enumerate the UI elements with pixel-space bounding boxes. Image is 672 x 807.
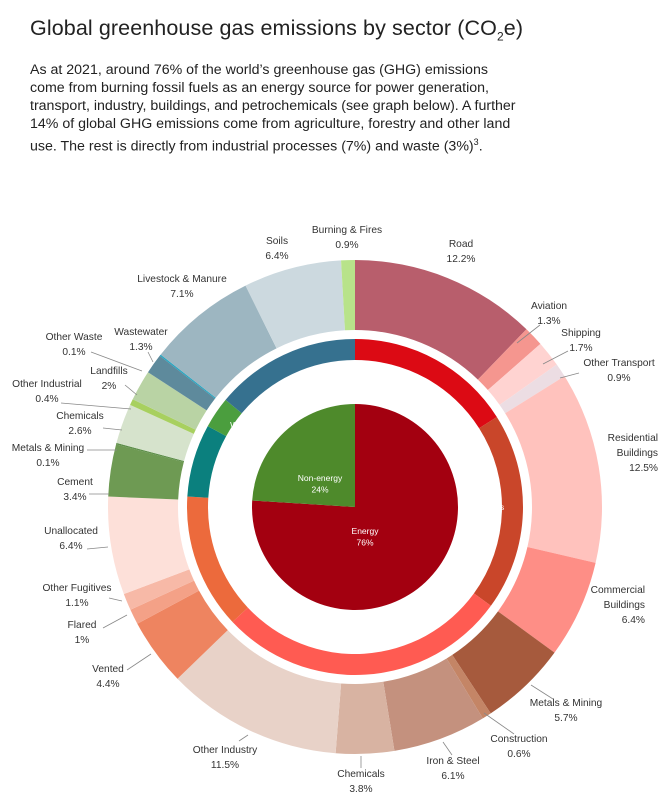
outer-slice-construction-7 xyxy=(446,654,491,719)
outer-ring xyxy=(108,260,603,755)
leader-unallocated-14 xyxy=(86,546,109,550)
leader-vented-11 xyxy=(126,653,152,671)
middle-slice-other-energy-3 xyxy=(187,496,248,623)
outer-label-chemicals-17: Chemicals 2.6% xyxy=(56,411,104,437)
middle-label-other-energy: Other Energy 13% xyxy=(220,534,248,567)
outer-slice-chemicals-9 xyxy=(335,681,395,755)
outer-label-cement-15: Cement 3.4% xyxy=(57,477,93,503)
outer-label-other-fugitives-13: Other Fugitives 1.1% xyxy=(42,583,111,609)
outer-label-iron-and-steel-8: Iron & Steel 6.1% xyxy=(426,756,479,782)
leader-other-industry-10 xyxy=(238,734,249,742)
outer-label-livestock-and-manure-22: Livestock & Manure 7.1% xyxy=(137,274,227,300)
outer-slice-other-industrial-18 xyxy=(130,399,196,434)
outer-label-unallocated-14: Unallocated 6.4% xyxy=(44,526,98,552)
outer-label-vented-11: Vented 4.4% xyxy=(92,664,124,690)
outer-slice-residential-buildings-4 xyxy=(505,376,603,563)
outer-slice-vented-11 xyxy=(137,590,228,679)
middle-label-transport: Transport 16% xyxy=(404,386,441,408)
leader-other-fugitives-13 xyxy=(108,597,123,602)
leader-other-industrial-18 xyxy=(60,402,132,410)
outer-slice-unallocated-14 xyxy=(108,496,190,595)
middle-label-industrial-processes: Industrial Processes 7% xyxy=(214,459,254,492)
outer-label-residential-buildings-4: Residential Buildings 12.5% xyxy=(608,433,658,474)
outer-slice-flared-12 xyxy=(130,580,200,624)
outer-label-soils-23: Soils 6.4% xyxy=(265,236,288,262)
outer-label-metals-and-mining-6: Metals & Mining 5.7% xyxy=(530,698,603,724)
outer-slice-cement-15 xyxy=(108,444,184,500)
intro-paragraph: As at 2021, around 76% of the world’s gr… xyxy=(30,62,516,155)
middle-slice-transport-0 xyxy=(355,339,497,429)
outer-label-other-waste-21: Other Waste 0.1% xyxy=(46,332,103,358)
inner-label-non-energy: Non-energy 24% xyxy=(298,473,343,495)
outer-label-flared-12: Flared 1% xyxy=(68,620,97,646)
outer-label-road-0: Road 12.2% xyxy=(447,239,476,265)
outer-slice-soils-23 xyxy=(245,260,345,349)
outer-label-other-transport-3: Other Transport 0.9% xyxy=(583,358,655,384)
leader-iron-and-steel-8 xyxy=(442,741,453,756)
outer-label-other-industrial-18: Other Industrial 0.4% xyxy=(12,379,82,405)
outer-label-aviation-1: Aviation 1.3% xyxy=(531,301,567,327)
middle-slice-waste-5 xyxy=(207,399,242,437)
leader-other-waste-21 xyxy=(90,351,143,372)
outer-slice-other-transport-3 xyxy=(499,364,565,414)
outer-slice-other-industry-10 xyxy=(177,630,342,754)
slice-labels: Energy 76% Non-energy 24% Transport 16% Buildi… xyxy=(12,225,658,795)
outer-slice-shipping-2 xyxy=(487,343,557,405)
outer-slice-burning-and-fires-24 xyxy=(341,260,355,331)
leader-chemicals-17 xyxy=(102,427,123,431)
outer-slice-commercial-buildings-5 xyxy=(497,547,596,653)
middle-label-buildings: Buildings 19% xyxy=(470,502,505,524)
outer-slice-livestock-and-manure-22 xyxy=(160,285,277,398)
outer-label-construction-7: Construction 0.6% xyxy=(490,734,547,760)
outer-label-other-industry-10: Other Industry 11.5% xyxy=(193,745,258,771)
middle-label-waste: Waste 3% xyxy=(230,420,254,442)
outer-slice-metals-and-mining-16 xyxy=(116,442,185,463)
leader-shipping-2 xyxy=(542,350,569,365)
middle-slice-buildings-1 xyxy=(473,416,523,606)
leader-wastewater-20 xyxy=(147,351,154,363)
chart-title: Global greenhouse gas emissions by secto… xyxy=(30,16,524,44)
leader-flared-12 xyxy=(102,614,128,629)
outer-label-commercial-buildings-5: Commercial Buildings 6.4% xyxy=(591,585,645,626)
outer-label-burning-and-fires-24: Burning & Fires 0.9% xyxy=(312,225,382,251)
outer-slice-wastewater-20 xyxy=(147,355,216,411)
inner-label-energy: Energy 76% xyxy=(352,526,380,548)
leader-metals-and-mining-6 xyxy=(530,684,554,700)
middle-slice-afolu-6 xyxy=(225,339,355,414)
middle-label-industry-and-manufacturing: Industry & Manufacturing 28% xyxy=(321,622,375,655)
middle-slice-industrial-processes-4 xyxy=(187,426,227,498)
outer-slice-other-waste-21 xyxy=(159,354,216,399)
outer-slice-road-0 xyxy=(355,260,527,380)
middle-label-afolu: AFOLU 14% xyxy=(291,379,319,401)
middle-ring xyxy=(187,339,523,675)
middle-slice-industry-and-manufacturing-2 xyxy=(232,593,491,675)
outer-slice-other-fugitives-13 xyxy=(123,569,195,610)
outer-slice-chemicals-17 xyxy=(116,404,194,462)
outer-slice-aviation-1 xyxy=(477,329,541,391)
leader-lines xyxy=(60,324,580,768)
outer-slice-metals-and-mining-6 xyxy=(452,611,555,714)
outer-label-chemicals-9: Chemicals 3.8% xyxy=(337,769,385,795)
outer-slice-iron-and-steel-8 xyxy=(383,658,483,751)
outer-label-landfills-19: Landfills 2% xyxy=(90,366,127,392)
leader-landfills-19 xyxy=(124,384,138,396)
outer-label-shipping-2: Shipping 1.7% xyxy=(561,328,601,354)
leader-aviation-1 xyxy=(516,324,541,344)
outer-label-wastewater-20: Wastewater 1.3% xyxy=(114,327,168,353)
inner-slice-non-energy-1 xyxy=(252,404,355,507)
outer-slice-landfills-19 xyxy=(132,372,207,430)
outer-label-metals-and-mining-16: Metals & Mining 0.1% xyxy=(12,443,85,469)
leader-construction-7 xyxy=(483,712,515,735)
leader-other-transport-3 xyxy=(559,372,580,379)
inner-ring xyxy=(252,404,458,610)
